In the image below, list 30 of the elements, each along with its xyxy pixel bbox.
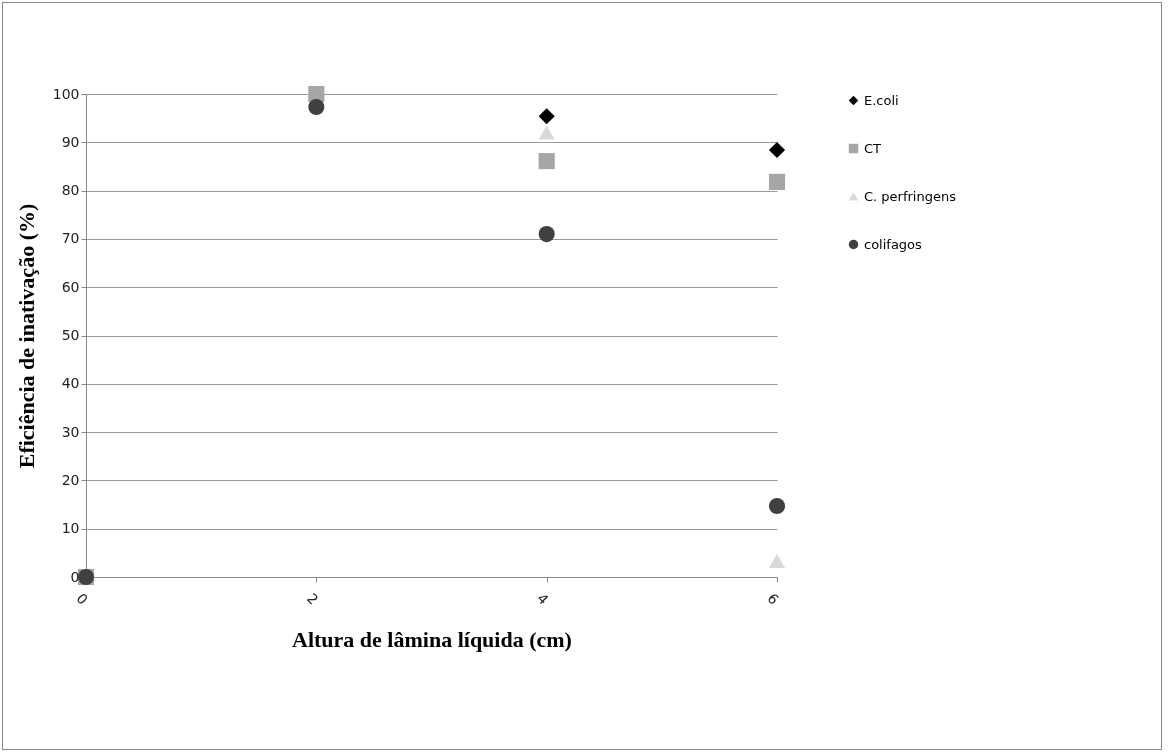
y-tick-label: 60 [61, 278, 80, 295]
point [538, 108, 555, 125]
point [538, 125, 555, 140]
y-tick-label: 70 [61, 230, 80, 247]
x-tick-label: 6 [764, 589, 783, 608]
y-tick-label: 50 [61, 327, 80, 343]
point [768, 554, 786, 569]
legend-label: C. perfringens [864, 188, 957, 204]
y-tick-label: 90 [61, 133, 80, 150]
point [538, 153, 555, 170]
y-tick-label: 40 [61, 375, 80, 392]
y-tick-label: 20 [61, 471, 80, 488]
y-tick-label: 10 [61, 520, 80, 537]
point [768, 173, 786, 190]
legend-label: CT [864, 140, 882, 156]
point [538, 226, 555, 243]
point [768, 497, 786, 515]
y-tick-label: 80 [61, 182, 80, 199]
legend-label: E.coli [864, 92, 899, 108]
x-axis-title: Altura de lâmina líquida (cm) [292, 626, 572, 652]
legend-label: colifagos [864, 236, 923, 252]
point [308, 98, 325, 116]
x-tick-label: 4 [534, 589, 552, 608]
y-tick-label: 100 [52, 85, 80, 102]
x-tick-label: 2 [303, 589, 322, 608]
y-axis-title: Eficiência de inativação (%) [13, 203, 39, 469]
y-tick-label: 30 [61, 423, 80, 440]
x-tick-label: 0 [73, 589, 92, 608]
point [768, 141, 786, 159]
y-tick-label: 0 [70, 568, 80, 585]
